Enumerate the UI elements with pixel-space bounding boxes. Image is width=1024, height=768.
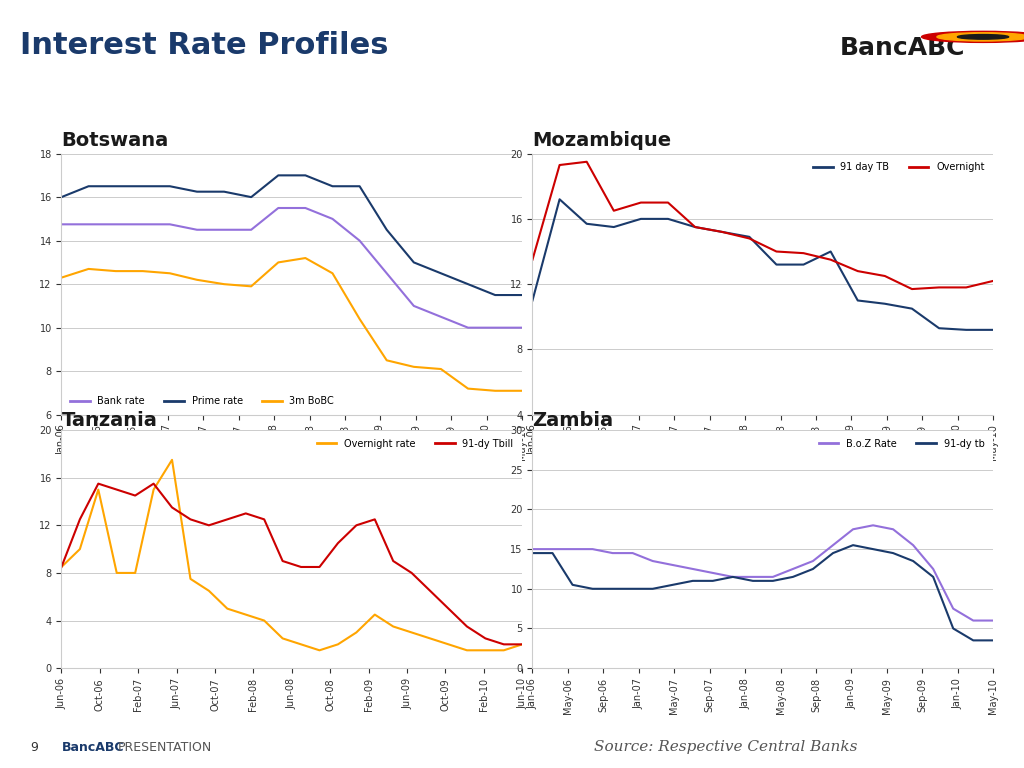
- Text: Mozambique: Mozambique: [532, 131, 672, 150]
- Text: Tanzania: Tanzania: [61, 411, 158, 430]
- Text: BancABC: BancABC: [840, 36, 966, 60]
- Circle shape: [937, 33, 1024, 41]
- Legend: Bank rate, Prime rate, 3m BoBC: Bank rate, Prime rate, 3m BoBC: [67, 392, 338, 410]
- Circle shape: [922, 31, 1024, 42]
- Text: BancABC: BancABC: [61, 741, 124, 754]
- Text: 9: 9: [31, 741, 39, 754]
- Text: Botswana: Botswana: [61, 131, 169, 150]
- Text: Interest Rate Profiles: Interest Rate Profiles: [20, 31, 389, 60]
- Text: PRESENTATION: PRESENTATION: [118, 741, 212, 754]
- Legend: B.o.Z Rate, 91-dy tb: B.o.Z Rate, 91-dy tb: [815, 435, 988, 452]
- Legend: 91 day TB, Overnight: 91 day TB, Overnight: [809, 158, 988, 176]
- Text: Zambia: Zambia: [532, 411, 613, 430]
- Legend: Overnight rate, 91-dy Tbill: Overnight rate, 91-dy Tbill: [313, 435, 517, 452]
- Text: Source: Respective Central Banks: Source: Respective Central Banks: [594, 740, 857, 754]
- Circle shape: [957, 35, 1009, 39]
